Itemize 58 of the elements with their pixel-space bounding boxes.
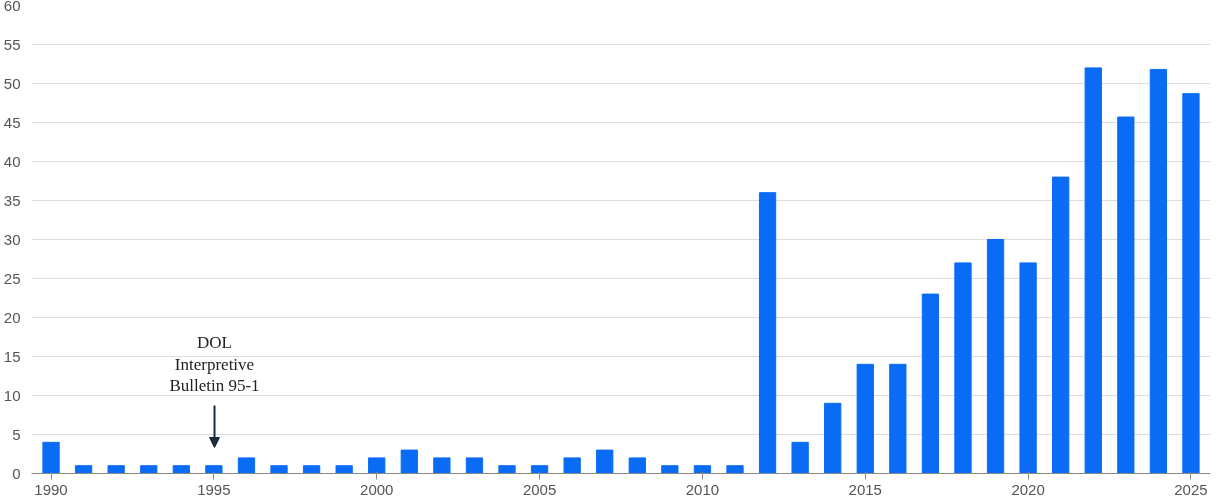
x-tick-label: 2010 <box>685 480 720 498</box>
bar <box>1182 93 1200 474</box>
bar <box>465 457 484 474</box>
bar <box>1117 116 1135 474</box>
bar <box>758 192 777 474</box>
bar <box>596 449 614 474</box>
y-tick-label: 40 <box>3 152 21 170</box>
bar <box>1084 67 1102 474</box>
bar <box>726 465 744 474</box>
y-tick-label: 55 <box>3 35 21 53</box>
y-tick-label: 0 <box>12 464 21 482</box>
annotation: DOL Interpretive Bulletin 95-1 <box>169 332 260 396</box>
bar <box>74 465 93 474</box>
bar <box>986 239 1005 474</box>
bar <box>628 457 646 474</box>
bar <box>693 465 712 474</box>
bar <box>1149 68 1168 474</box>
bar <box>107 465 125 474</box>
bar <box>921 293 940 474</box>
bar <box>237 457 256 474</box>
y-tick-label: 15 <box>3 347 21 365</box>
bar <box>661 465 679 474</box>
bar <box>433 457 451 474</box>
y-tick-label: 25 <box>3 269 21 287</box>
y-tick-label: 20 <box>3 308 21 326</box>
bar <box>1052 176 1070 474</box>
bar <box>530 465 549 474</box>
bar <box>400 449 418 474</box>
x-tick-label: 2000 <box>360 480 394 498</box>
bar <box>205 465 223 474</box>
x-tick-label: 2025 <box>1174 480 1208 498</box>
bar <box>1019 262 1037 474</box>
y-tick-label: 45 <box>3 113 21 131</box>
bar <box>302 465 321 474</box>
bar <box>563 457 581 474</box>
bar <box>335 465 353 474</box>
x-tick-label: 2015 <box>848 480 882 498</box>
y-tick-label: 5 <box>12 425 21 443</box>
bar <box>856 363 874 474</box>
bar <box>42 441 60 474</box>
bar <box>791 441 809 474</box>
bar <box>498 465 516 474</box>
y-tick-label: 60 <box>3 0 21 14</box>
x-tick-label: 2020 <box>1011 480 1045 498</box>
bar <box>824 402 842 474</box>
y-tick-label: 10 <box>3 386 21 404</box>
bar <box>954 262 972 474</box>
bar <box>368 457 386 474</box>
bar <box>270 465 288 474</box>
bar <box>172 465 190 474</box>
y-tick-label: 35 <box>3 191 21 209</box>
bar <box>140 465 158 474</box>
x-tick-label: 1995 <box>197 480 231 498</box>
x-tick-label: 1990 <box>34 480 68 498</box>
y-tick-label: 50 <box>3 74 21 92</box>
y-tick-label: 30 <box>3 230 21 248</box>
x-tick-label: 2005 <box>522 480 557 498</box>
bar <box>889 363 907 474</box>
